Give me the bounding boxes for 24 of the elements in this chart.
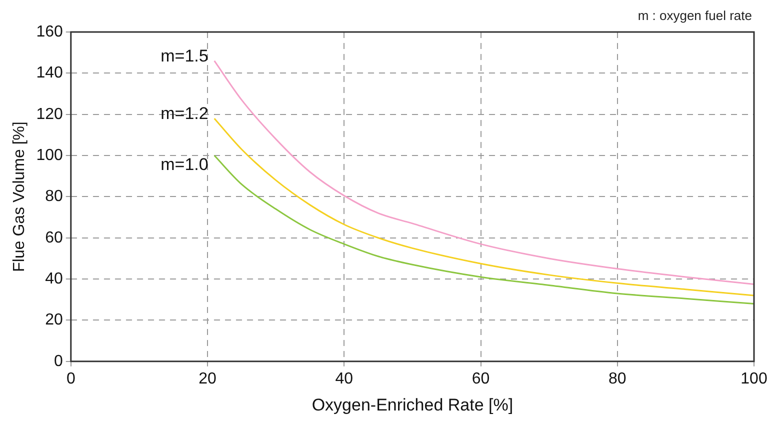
y-tick-label: 160	[36, 23, 63, 40]
series-label: m=1.5	[160, 46, 208, 66]
text: m : oxygen fuel rate	[638, 8, 752, 23]
x-tick-label: 80	[608, 370, 626, 388]
x-tick-label: 0	[66, 370, 76, 388]
x-tick-label: 20	[198, 370, 217, 388]
x-tick-label: 40	[335, 370, 354, 388]
y-tick-label: 40	[45, 270, 63, 288]
y-tick-label: 60	[45, 229, 63, 246]
x-tick-label: 100	[740, 370, 768, 388]
x-axis-title: Oxygen-Enriched Rate [%]	[312, 395, 514, 414]
series-label: m=1.0	[160, 155, 208, 174]
y-tick-label: 80	[45, 188, 63, 206]
y-tick-label: 0	[54, 352, 63, 370]
line-series	[214, 154, 754, 305]
x-tick-label: 60	[472, 370, 490, 388]
line-series	[214, 118, 754, 296]
y-tick-label: 20	[45, 312, 63, 329]
series-label: m=1.2	[160, 104, 208, 124]
y-tick-label: 100	[36, 146, 63, 164]
y-tick-label: 120	[36, 106, 63, 123]
y-tick-label: 140	[36, 64, 63, 82]
y-axis-title: Flue Gas Volume [%]	[11, 122, 28, 272]
line-series	[214, 60, 754, 285]
